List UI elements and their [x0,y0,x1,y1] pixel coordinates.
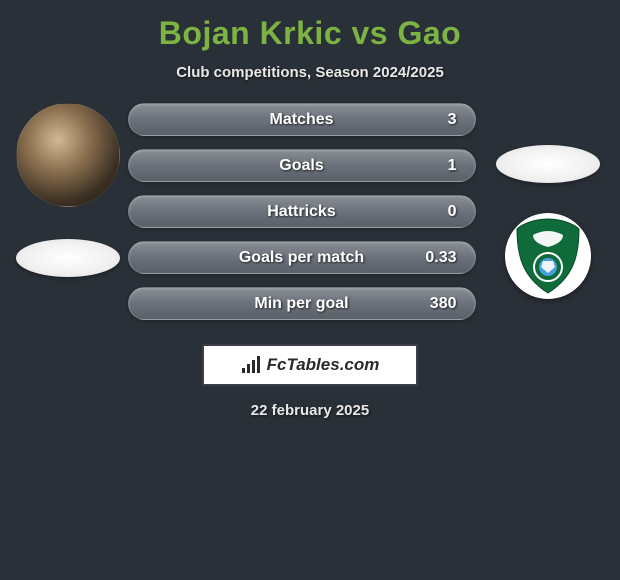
stats-column: Matches 3 Goals 1 Hattricks 0 Goals per … [128,103,488,320]
stat-label: Goals [279,157,323,175]
player-left-avatar [16,103,120,207]
main-row: Matches 3 Goals 1 Hattricks 0 Goals per … [0,103,620,320]
subtitle: Club competitions, Season 2024/2025 [176,64,444,81]
stat-bar-matches: Matches 3 [128,103,476,136]
stat-bar-goals-per-match: Goals per match 0.33 [128,241,476,274]
stat-label: Hattricks [267,203,335,221]
stat-value: 0.33 [425,249,456,267]
stat-bar-min-per-goal: Min per goal 380 [128,287,476,320]
stat-value: 0 [448,203,457,221]
brand-box[interactable]: FcTables.com [202,344,418,386]
club-badge-left [16,239,120,277]
player-right-column [488,145,608,299]
brand-text: FcTables.com [267,355,380,375]
stat-bar-goals: Goals 1 [128,149,476,182]
stat-value: 380 [430,295,457,313]
club-crest-right [505,213,591,299]
player-left-column [8,103,128,277]
date-text: 22 february 2025 [251,402,369,419]
page-title: Bojan Krkic vs Gao [159,15,461,52]
comparison-card: Bojan Krkic vs Gao Club competitions, Se… [0,0,620,429]
shield-icon [513,217,583,295]
stat-label: Goals per match [239,249,364,267]
stat-bar-hattricks: Hattricks 0 [128,195,476,228]
stat-value: 3 [448,111,457,129]
stat-label: Matches [269,111,333,129]
stat-label: Min per goal [254,295,348,313]
club-badge-right-ellipse [496,145,600,183]
chart-icon [241,356,261,374]
stat-value: 1 [448,157,457,175]
